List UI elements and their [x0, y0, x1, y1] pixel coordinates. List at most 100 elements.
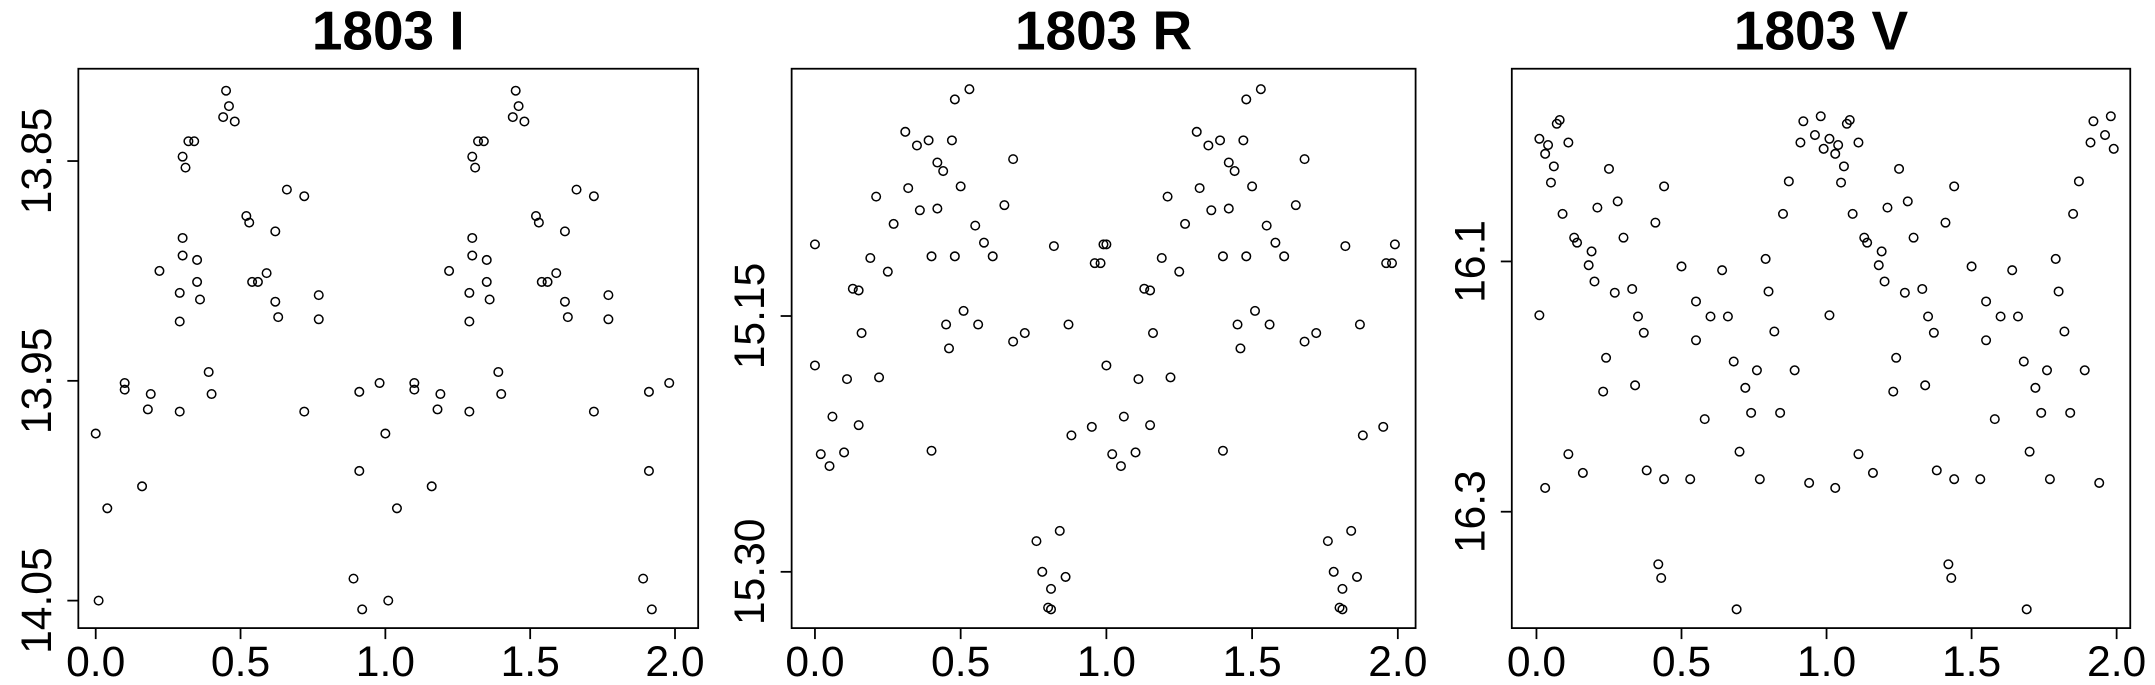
point [1789, 365, 1800, 376]
point [943, 343, 955, 354]
point [484, 294, 495, 305]
point [1229, 166, 1240, 177]
point [464, 316, 475, 327]
point [1989, 414, 2000, 425]
point [1357, 430, 1368, 441]
point [542, 276, 553, 287]
point [2105, 111, 2116, 122]
point [559, 226, 570, 237]
point [313, 290, 324, 301]
point [1853, 137, 1864, 148]
point [1540, 148, 1551, 159]
point [827, 411, 838, 422]
point [90, 428, 101, 439]
point [1206, 205, 1217, 216]
point [1876, 246, 1887, 257]
point [391, 503, 402, 514]
point [1783, 176, 1794, 187]
point [273, 312, 284, 323]
point [1638, 327, 1649, 338]
point [638, 573, 649, 584]
point [432, 404, 443, 415]
point [1775, 407, 1786, 418]
point [841, 374, 853, 385]
point [1328, 566, 1339, 577]
point [1891, 352, 1902, 363]
point [1249, 305, 1261, 316]
point [973, 319, 984, 330]
point [946, 135, 957, 146]
point [2044, 474, 2055, 485]
point [435, 388, 446, 400]
x-tick-label: 0.5 [931, 638, 990, 685]
point [1217, 445, 1228, 456]
point [467, 151, 478, 162]
point [354, 465, 365, 476]
point [1045, 604, 1057, 615]
point [1019, 328, 1030, 339]
point [839, 447, 850, 458]
point [1833, 140, 1844, 151]
point [1145, 420, 1156, 431]
point [174, 406, 185, 417]
point [1746, 407, 1757, 418]
point [1705, 311, 1716, 322]
point [154, 265, 165, 276]
x-tick-label: 1.5 [1222, 638, 1281, 685]
point [174, 316, 185, 327]
point [481, 276, 492, 287]
point [1630, 380, 1641, 391]
point [299, 406, 310, 417]
point [1627, 283, 1638, 294]
x-tick-label: 1.0 [1797, 638, 1856, 685]
point [1247, 181, 1258, 192]
point [1618, 232, 1629, 243]
point [1066, 430, 1077, 441]
plot-frame [77, 67, 700, 629]
point [2053, 286, 2064, 297]
point [2073, 176, 2084, 187]
point [473, 136, 484, 147]
point [926, 445, 937, 456]
point [519, 116, 530, 127]
point [1815, 111, 1826, 122]
point [177, 250, 188, 261]
point [536, 276, 547, 287]
point [559, 296, 570, 307]
point [1592, 202, 1603, 213]
point [932, 203, 943, 214]
point [1543, 140, 1554, 151]
point [1118, 411, 1129, 422]
point [643, 386, 654, 397]
plot-frame [1510, 67, 2132, 629]
point [470, 162, 481, 173]
point [496, 388, 507, 400]
point [1378, 421, 1389, 432]
point [1778, 208, 1789, 219]
point [177, 151, 188, 162]
point [1086, 421, 1097, 432]
point [1966, 261, 1977, 272]
point [1238, 135, 1249, 146]
point [1763, 286, 1774, 297]
point [1203, 140, 1214, 151]
point [142, 404, 153, 415]
point [409, 378, 420, 389]
point [2065, 407, 2076, 418]
x-tick-label: 0.5 [1652, 638, 1711, 685]
point [1830, 148, 1841, 159]
point [815, 449, 826, 460]
point [1659, 181, 1670, 192]
point [1340, 241, 1351, 252]
chart-title: 1803 R [1015, 0, 1192, 61]
point [2050, 253, 2061, 264]
point [1601, 352, 1612, 363]
point [1830, 482, 1841, 493]
point [949, 251, 960, 262]
point [194, 294, 206, 305]
point [1824, 310, 1835, 321]
point [1156, 253, 1167, 264]
point [970, 220, 981, 231]
